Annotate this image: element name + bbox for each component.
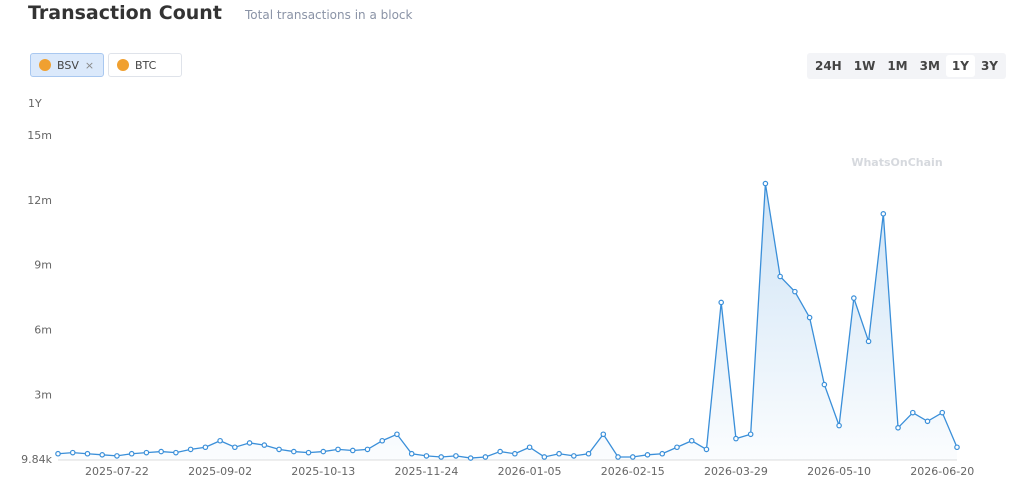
chip-label: BTC — [135, 58, 157, 72]
point — [128, 450, 135, 457]
y-tick-label: 6m — [34, 324, 52, 337]
y-tick-label: 9m — [34, 259, 52, 272]
point — [423, 453, 430, 459]
point — [55, 450, 61, 457]
range-button[interactable]: 24H — [814, 59, 842, 73]
point — [320, 448, 327, 455]
x-tick-label: 2025-07-22 — [85, 465, 149, 478]
point — [718, 299, 724, 306]
point — [394, 431, 400, 438]
point — [733, 435, 739, 442]
point — [703, 446, 710, 453]
x-tick-label: 2025-11-24 — [394, 465, 458, 478]
point — [291, 448, 297, 455]
point — [276, 446, 282, 453]
range-button[interactable]: 3M — [919, 59, 940, 73]
subtitle: Total transactions in a block — [245, 8, 413, 22]
point — [453, 453, 459, 459]
point — [232, 444, 238, 451]
point — [467, 455, 474, 461]
point — [526, 444, 533, 451]
point — [512, 450, 518, 457]
y-tick-label: 15m — [27, 129, 52, 142]
point — [688, 437, 695, 444]
point — [379, 437, 386, 444]
x-tick-label: 2026-05-10 — [807, 465, 871, 478]
point — [305, 449, 312, 456]
chip[interactable]: BSV × — [30, 53, 104, 77]
point — [747, 431, 754, 438]
range-button[interactable]: 1W — [853, 59, 876, 73]
point — [143, 449, 150, 456]
range-label: 1Y — [28, 97, 42, 110]
point — [246, 440, 253, 446]
point — [556, 450, 562, 457]
x-tick-label: 2026-06-20 — [910, 465, 974, 478]
point — [880, 211, 887, 217]
range-button[interactable]: 3Y — [980, 59, 998, 73]
watermark: WhatsOnChain — [851, 156, 942, 169]
point — [629, 454, 636, 460]
point — [792, 288, 798, 295]
point — [585, 450, 592, 457]
point — [777, 273, 783, 280]
point — [408, 450, 415, 457]
point — [69, 449, 76, 456]
point — [600, 431, 607, 438]
point — [939, 409, 946, 416]
point — [99, 452, 106, 458]
x-tick-label: 2025-09-02 — [188, 465, 252, 478]
point — [173, 449, 179, 456]
range-button[interactable]: 1M — [887, 59, 908, 73]
point — [954, 444, 960, 451]
point — [541, 454, 548, 460]
x-tick-label: 2026-03-29 — [704, 465, 768, 478]
point — [851, 295, 857, 301]
area — [58, 183, 957, 460]
point — [482, 454, 489, 460]
point — [217, 437, 223, 444]
point — [865, 338, 872, 345]
point — [924, 418, 931, 425]
point — [438, 454, 444, 460]
point — [349, 447, 356, 454]
point — [806, 314, 813, 321]
point — [836, 422, 842, 429]
point — [114, 453, 120, 459]
chip[interactable]: BTC — [108, 53, 182, 77]
point — [674, 444, 680, 451]
x-tick-label: 2026-01-05 — [498, 465, 562, 478]
point — [335, 446, 341, 453]
x-tick-label: 2025-10-13 — [291, 465, 355, 478]
y-tick-label: 12m — [27, 194, 52, 207]
point — [615, 454, 621, 460]
range-button[interactable]: 1Y — [945, 55, 975, 77]
point — [659, 450, 666, 457]
x-tick-label: 2026-02-15 — [601, 465, 665, 478]
point — [364, 446, 371, 453]
point — [497, 448, 503, 455]
point — [644, 452, 651, 458]
point — [909, 409, 916, 416]
point — [821, 381, 828, 388]
y-tick-label: 9.84k — [21, 453, 52, 466]
range-selector: 24H 1W 1M 3M 1Y 3Y — [806, 53, 1006, 79]
chip-label: BSV — [57, 58, 79, 72]
point — [187, 446, 194, 453]
point — [84, 450, 91, 457]
point — [158, 448, 164, 455]
point — [202, 444, 209, 451]
point — [571, 453, 577, 459]
point — [895, 424, 901, 431]
y-tick-label: 3m — [34, 388, 52, 401]
point — [261, 442, 268, 448]
title: Transaction Count — [28, 2, 222, 24]
point — [762, 180, 769, 187]
